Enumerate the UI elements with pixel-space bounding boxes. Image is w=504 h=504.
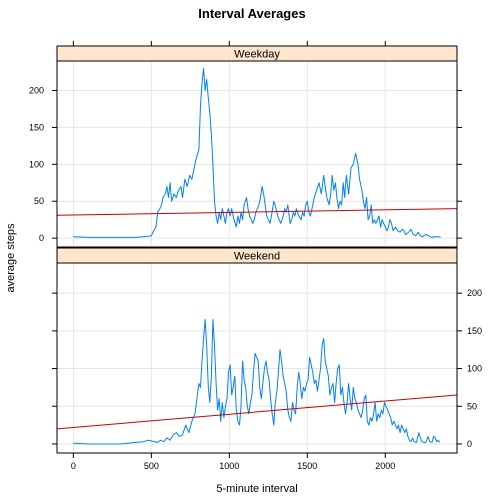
y-tick-label: 200 [29,86,44,96]
plot-frame [56,262,458,454]
panel-weekday: Weekday 0 50 100 150 200 [29,45,462,248]
regression-line [56,394,458,430]
y-tick-label: 0 [467,439,472,449]
x-tick-label: 500 [144,461,159,471]
plot-frame [56,60,458,248]
x-axis-title: 5-minute interval [216,483,297,495]
y-tick-label: 150 [29,122,44,132]
y-axis-title: average steps [5,223,17,293]
series-line [73,319,441,445]
chart-title: Interval Averages [198,6,305,21]
y-tick-label: 100 [467,364,482,374]
x-tick-label: 0 [71,461,76,471]
y-tick-label: 0 [39,233,44,243]
y-tick-label: 50 [467,401,477,411]
regression-line [56,208,458,216]
strip-label: Weekday [234,49,280,61]
panel-weekend: Weekend 0 50 100 150 200 [52,247,482,454]
series-line [73,67,441,238]
y-tick-label: 100 [29,159,44,169]
y-tick-label: 200 [467,288,482,298]
x-tick-label: 2000 [375,461,395,471]
y-tick-label: 150 [467,326,482,336]
y-tick-label: 50 [34,196,44,206]
x-tick-label: 1500 [297,461,317,471]
strip-label: Weekend [234,251,280,263]
x-tick-label: 1000 [219,461,239,471]
